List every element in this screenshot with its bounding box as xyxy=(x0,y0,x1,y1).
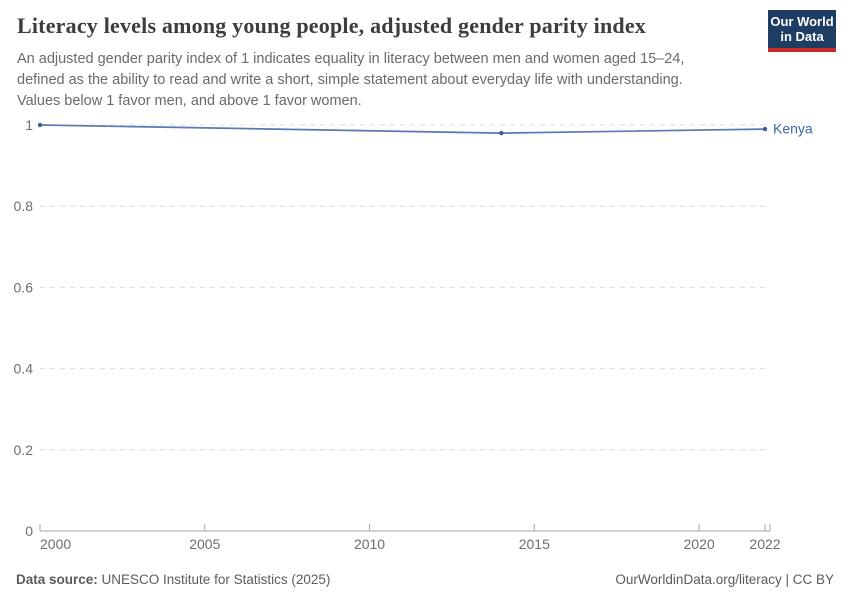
y-axis-label: 0.6 xyxy=(14,279,34,295)
series-label-kenya: Kenya xyxy=(773,121,813,137)
y-axis-label: 0 xyxy=(25,523,33,539)
owid-logo: Our World in Data xyxy=(768,10,836,52)
subtitle-line: defined as the ability to read and write… xyxy=(17,72,683,88)
data-source-value: UNESCO Institute for Statistics (2025) xyxy=(97,572,331,587)
y-axis-label: 1 xyxy=(25,117,33,133)
subtitle-line: Values below 1 favor men, and above 1 fa… xyxy=(17,93,362,109)
data-point-marker xyxy=(499,130,504,136)
x-axis-label: 2000 xyxy=(40,536,71,552)
x-axis-label: 2022 xyxy=(749,536,780,552)
subtitle-line: An adjusted gender parity index of 1 ind… xyxy=(17,51,685,67)
logo-text-line1: Our World xyxy=(770,14,834,29)
chart-footer: Data source: UNESCO Institute for Statis… xyxy=(16,572,834,587)
x-axis-label: 2010 xyxy=(354,536,385,552)
x-axis-label: 2015 xyxy=(519,536,550,552)
x-axis-label: 2005 xyxy=(189,536,220,552)
y-axis-label: 0.8 xyxy=(14,198,34,214)
data-source-label: Data source: xyxy=(16,572,98,587)
owid-url-link[interactable]: OurWorldinData.org/literacy | CC BY xyxy=(615,572,834,587)
series-line-kenya xyxy=(39,124,766,134)
chart-title: Literacy levels among young people, adju… xyxy=(17,13,647,38)
y-axis-label: 0.4 xyxy=(14,361,34,377)
data-point-marker xyxy=(37,122,43,128)
x-axis-label: 2020 xyxy=(684,536,715,552)
data-point-marker xyxy=(762,126,768,132)
data-source: Data source: UNESCO Institute for Statis… xyxy=(16,572,330,587)
chart-subtitle: An adjusted gender parity index of 1 ind… xyxy=(17,49,737,112)
logo-text-line2: in Data xyxy=(780,29,824,44)
y-axis-label: 0.2 xyxy=(14,442,34,458)
